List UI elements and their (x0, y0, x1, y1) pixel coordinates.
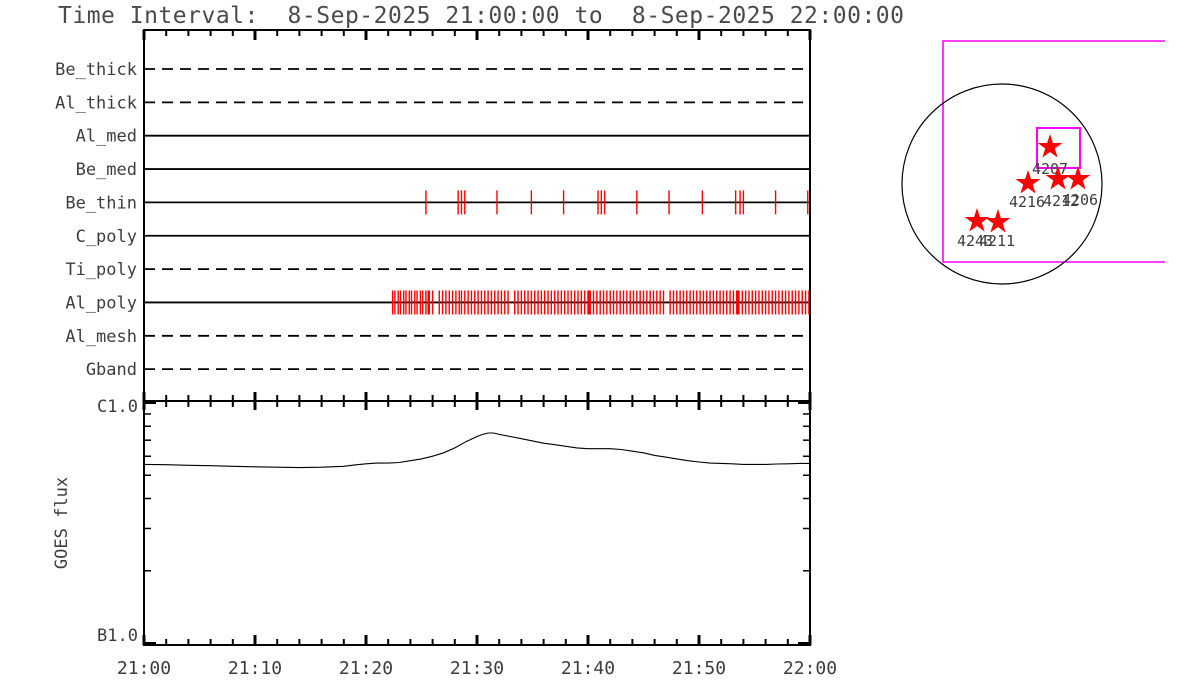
active-region-star (1065, 166, 1091, 190)
active-region-star (1015, 170, 1041, 194)
page-title: Time Interval: 8-Sep-2025 21:00:00 to 8-… (58, 3, 905, 29)
active-region-star (1045, 166, 1071, 190)
filter-row-label: Be_med (76, 160, 137, 180)
active-region-label: 4212 (1043, 192, 1079, 210)
active-region-label: 4243 (957, 232, 993, 250)
x-tick-label: 21:30 (450, 658, 504, 679)
goes-panel-border (143, 400, 811, 646)
x-tick-label: 21:50 (672, 658, 726, 679)
active-region-star (964, 208, 990, 232)
filter-row-label: Al_thick (55, 93, 137, 113)
filter-row-label: C_poly (76, 227, 137, 247)
active-region-label: 4206 (1062, 191, 1098, 209)
goes-flux-curve (143, 432, 810, 469)
filter-row-label: Be_thick (55, 60, 137, 80)
x-tick-label: 22:00 (783, 658, 837, 679)
filter-row-label: Be_thin (65, 193, 137, 213)
active-region-label: 4211 (979, 232, 1015, 250)
goes-top-label: C1.0 (97, 397, 138, 417)
active-region-label: 4216 (1009, 193, 1045, 211)
goes-bottom-label: B1.0 (97, 626, 138, 646)
solar-limb-circle (901, 83, 1103, 285)
x-tick-label: 21:20 (339, 658, 393, 679)
filter-row-label: Ti_poly (65, 260, 137, 280)
timeline-panel-border (143, 29, 811, 402)
filter-row-label: Al_mesh (65, 327, 137, 347)
active-region-star (985, 209, 1011, 233)
x-tick-label: 21:10 (228, 658, 282, 679)
active-region-star (1037, 134, 1063, 158)
filter-row-label: Al_poly (65, 293, 137, 313)
filter-row-label: Al_med (76, 127, 137, 147)
filter-row-label: Gband (86, 360, 137, 380)
fov-box-large (942, 40, 1165, 263)
x-tick-label: 21:40 (561, 658, 615, 679)
x-tick-label: 21:00 (117, 658, 171, 679)
goes-ylabel: GOES flux (52, 477, 72, 569)
